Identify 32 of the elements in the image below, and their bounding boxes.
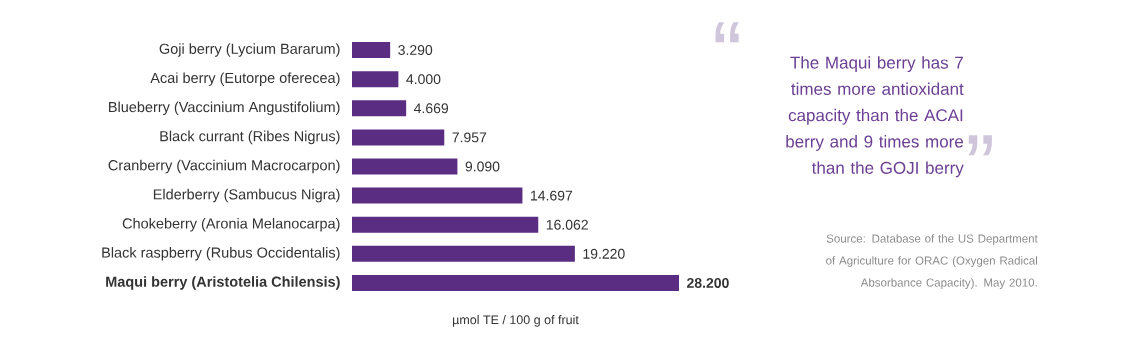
source-note: Source: Database of the US Department of Agriculture for ORAC (Oxygen Radical Absorbance Capacity). May 2010. [826, 234, 1038, 289]
data-label: 9.090 [465, 161, 500, 172]
bar [352, 129, 445, 146]
bar [352, 274, 679, 291]
bar [352, 187, 523, 204]
data-label: 28.200 [687, 277, 729, 288]
data-label: 16.062 [546, 219, 588, 230]
x-axis-title: µmol TE / 100 g of fruit [453, 315, 579, 327]
y-tick-label: Black raspberry (Rubus Occidentalis) [102, 247, 340, 261]
y-tick-label: Goji berry (Lycium Bararum) [159, 43, 340, 57]
data-label: 4.669 [414, 103, 449, 114]
y-tick-label: Blueberry (Vaccinium Angustifolium) [109, 101, 340, 116]
bar [352, 71, 399, 88]
y-tick-label: Elderberry (Sambucus Nigra) [153, 188, 340, 203]
data-label: 19.220 [583, 248, 625, 259]
bar [352, 158, 458, 175]
data-label: 4.000 [406, 74, 441, 85]
bar [352, 245, 575, 262]
bar [352, 42, 391, 59]
y-tick-label: Cranberry (Vaccinium Macrocarpon) [108, 159, 340, 174]
bar [352, 216, 539, 233]
data-label: 7.957 [452, 132, 487, 143]
y-tick-label: Maqui berry (Aristotelia Chilensis) [106, 276, 340, 290]
y-tick-label: Acai berry (Eutorpe oferecea) [150, 72, 340, 86]
y-tick-label: Black currant (Ribes Nigrus) [160, 130, 340, 145]
bar [352, 100, 407, 117]
text: The Maqui berry has 7 times more antioxidant capacity than the ACAI berry and 9 times more than the GOJI berry [786, 56, 964, 178]
text: ” [968, 135, 992, 156]
data-label: 3.290 [398, 45, 433, 56]
text: “ [715, 22, 739, 43]
data-label: 14.697 [531, 190, 573, 201]
y-tick-label: Chokeberry (Aronia Melanocarpa) [122, 217, 340, 232]
